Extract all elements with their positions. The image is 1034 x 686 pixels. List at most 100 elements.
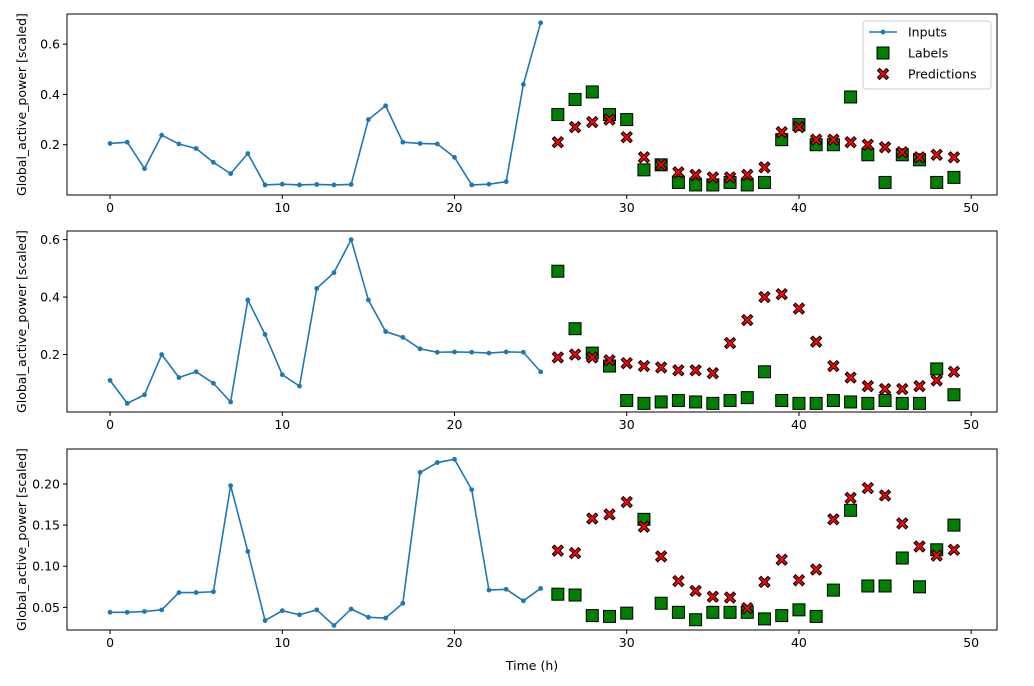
labels-point [792,603,806,617]
inputs-point [124,609,130,615]
predictions-point [620,495,633,509]
inputs-point [193,369,199,375]
predictions-point [878,141,892,154]
inputs-point [469,182,475,188]
inputs-point [520,81,526,87]
predictions-point [775,125,788,139]
labels-point [947,518,961,532]
inputs-point [124,400,130,406]
inputs-point [503,349,509,355]
labels-point [878,579,892,593]
x-tick-label: 10 [274,417,290,432]
x-axis-label: Time (h) [505,658,558,673]
axes-frame [66,448,998,631]
plots-layer: 0 10 20 30 40 50 0.2 0.4 0.6 Global_active_power … [14,13,998,673]
predictions-point [896,146,909,159]
predictions-point [758,290,771,304]
inputs-point [452,154,457,160]
labels-point [809,396,823,410]
labels-point [603,609,616,623]
predictions-point [723,171,737,184]
inputs-point [417,141,423,146]
inputs-point [262,618,268,623]
x-tick-label: 20 [447,635,463,650]
inputs-point [314,607,320,613]
predictions-point [551,136,565,149]
legend: Inputs Labels Predictions [862,20,992,90]
inputs-point [538,20,544,26]
inputs-point [159,352,165,357]
labels-point [689,395,703,409]
y-tick-label: 0.4 [40,87,60,102]
predictions-point [689,168,702,182]
labels-point [689,613,703,627]
x-tick-label: 40 [791,200,807,215]
labels-point [947,388,961,402]
inputs-point [331,182,337,188]
inputs-point [228,171,234,177]
predictions-point [741,313,754,327]
labels-point [758,612,771,626]
inputs-point [107,377,113,383]
predictions-point [809,133,823,146]
inputs-series-line [110,22,542,186]
axes-frame [66,13,998,196]
inputs-point [434,141,440,147]
x-tick-label: 40 [791,417,807,432]
x-tick-label: 50 [963,417,979,432]
labels-point [878,394,892,408]
legend-labels-label: Labels [908,46,948,61]
inputs-point [469,487,475,493]
x-tick-label: 50 [963,200,979,215]
x-tick-label: 0 [106,417,114,432]
inputs-point [417,470,423,475]
labels-point [913,396,926,410]
predictions-point [586,351,599,364]
labels-point [568,92,582,106]
labels-point [844,395,858,409]
inputs-point [279,608,285,614]
labels-point [861,579,875,593]
predictions-point [947,151,961,164]
predictions-point [654,158,668,172]
predictions-point [654,361,668,374]
labels-point [913,580,926,594]
y-tick-label: 0.2 [40,137,60,152]
labels-point [895,551,909,565]
inputs-point [262,182,268,188]
predictions-point [568,546,582,560]
y-axis-label: Global_active_power [scaled] [14,230,29,413]
y-axis-label: Global_active_power [scaled] [14,448,29,631]
inputs-point [228,483,234,489]
predictions-point [878,489,892,502]
predictions-point [930,148,943,161]
predictions-point [896,382,909,396]
labels-point [654,395,668,409]
labels-point [723,394,737,408]
inputs-point [279,181,285,187]
labels-point [775,609,789,623]
x-tick-label: 50 [963,635,979,650]
inputs-point [124,139,130,145]
labels-point [706,396,720,410]
x-tick-label: 20 [447,417,463,432]
inputs-point [331,270,337,276]
inputs-point [400,600,406,606]
subplot-2: 0 10 20 30 40 50 0.2 0.4 0.6 Global_active_power … [14,230,998,432]
predictions-point [689,364,702,377]
x-tick-label: 40 [791,635,807,650]
inputs-point [193,146,199,151]
labels-point [654,596,668,610]
inputs-point [245,549,251,554]
legend-inputs-swatch [869,29,897,35]
inputs-point [210,159,216,165]
predictions-point [861,481,875,495]
predictions-point [723,336,737,350]
inputs-point [210,589,216,595]
predictions-point [809,563,823,576]
inputs-point [417,346,423,352]
labels-point [844,503,858,517]
legend-labels-marker [876,46,890,60]
y-tick-label: 0.20 [32,476,60,491]
